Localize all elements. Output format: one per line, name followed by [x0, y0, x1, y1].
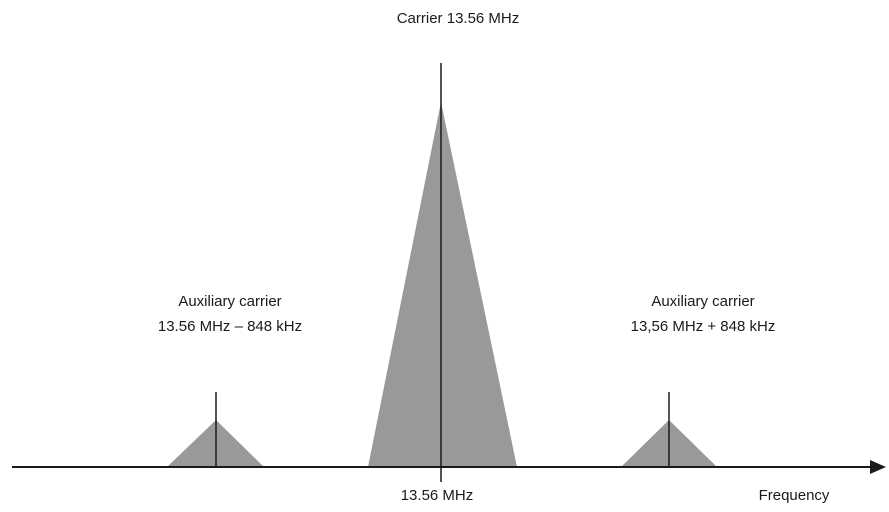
carrier-peak — [368, 102, 517, 467]
frequency-axis-arrowhead — [870, 460, 886, 474]
frequency-axis-label: Frequency — [759, 487, 830, 504]
carrier-label: Carrier 13.56 MHz — [397, 10, 520, 27]
center-frequency-label: 13.56 MHz — [401, 487, 474, 504]
left-sideband-label-line1: Auxiliary carrier — [178, 293, 281, 310]
right-sideband-label-line2: 13,56 MHz + 848 kHz — [631, 318, 776, 335]
right-sideband-label-line1: Auxiliary carrier — [651, 293, 754, 310]
left-sideband-label-line2: 13.56 MHz – 848 kHz — [158, 318, 302, 335]
